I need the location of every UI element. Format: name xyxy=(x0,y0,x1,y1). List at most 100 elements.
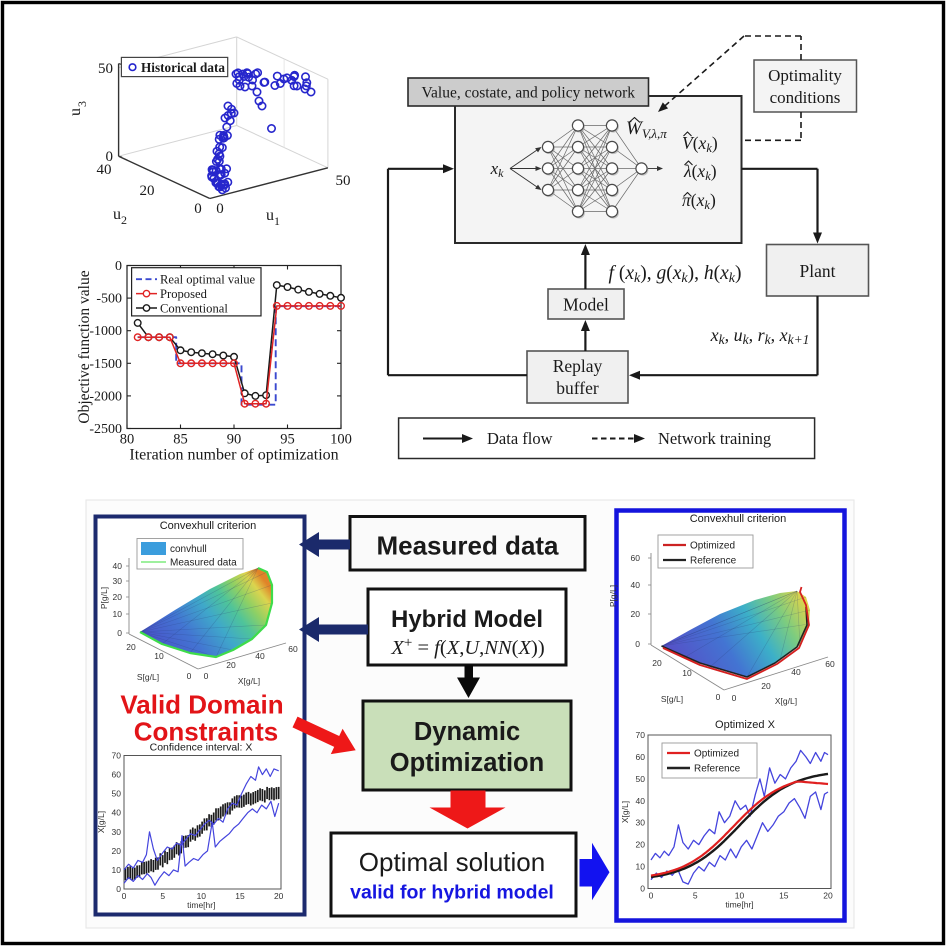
svg-text:60: 60 xyxy=(112,770,122,780)
svg-text:50: 50 xyxy=(112,789,122,799)
svg-text:X[g/L]: X[g/L] xyxy=(775,696,797,706)
svg-text:60: 60 xyxy=(288,644,298,654)
svg-text:60: 60 xyxy=(636,752,646,762)
svg-text:P[g/L]: P[g/L] xyxy=(99,587,109,609)
svg-text:Hybrid Model: Hybrid Model xyxy=(391,606,543,633)
svg-text:0: 0 xyxy=(194,201,202,217)
svg-text:0: 0 xyxy=(106,149,114,165)
svg-text:π(xk): π(xk) xyxy=(682,190,716,212)
svg-text:X[g/L]: X[g/L] xyxy=(238,676,260,686)
svg-text:5: 5 xyxy=(160,891,165,901)
svg-text:0: 0 xyxy=(635,639,640,649)
svg-text:Reference: Reference xyxy=(694,764,741,775)
svg-text:85: 85 xyxy=(173,432,188,448)
svg-text:0: 0 xyxy=(732,693,737,703)
svg-text:valid for hybrid model: valid for hybrid model xyxy=(350,882,554,904)
svg-text:-2000: -2000 xyxy=(89,389,122,404)
svg-text:buffer: buffer xyxy=(556,378,599,398)
svg-text:95: 95 xyxy=(280,432,295,448)
svg-text:50: 50 xyxy=(98,61,113,77)
svg-text:Objective function value: Objective function value xyxy=(76,270,93,423)
svg-text:40: 40 xyxy=(113,561,123,571)
svg-text:20: 20 xyxy=(636,840,646,850)
svg-text:50: 50 xyxy=(336,173,351,189)
svg-text:0: 0 xyxy=(716,692,721,702)
svg-text:xk, uk, rk, xk+1: xk, uk, rk, xk+1 xyxy=(710,325,810,347)
svg-text:Conventional: Conventional xyxy=(160,301,228,315)
svg-text:-1500: -1500 xyxy=(89,357,122,372)
svg-text:20: 20 xyxy=(113,592,123,602)
svg-text:S[g/L]: S[g/L] xyxy=(661,694,683,704)
svg-text:30: 30 xyxy=(113,576,123,586)
svg-text:u: u xyxy=(266,207,274,224)
svg-text:20: 20 xyxy=(112,846,122,856)
svg-text:70: 70 xyxy=(112,751,122,761)
svg-text:30: 30 xyxy=(112,827,122,837)
svg-text:time[hr]: time[hr] xyxy=(187,900,215,910)
svg-text:Network training: Network training xyxy=(658,429,771,448)
svg-text:Convexhull criterion: Convexhull criterion xyxy=(160,520,257,532)
svg-text:3: 3 xyxy=(75,101,89,107)
svg-text:-500: -500 xyxy=(96,292,122,307)
svg-text:0: 0 xyxy=(187,671,192,681)
svg-text:Optimization: Optimization xyxy=(390,749,544,777)
svg-text:P[g/L]: P[g/L] xyxy=(608,585,618,607)
svg-text:Optimal solution: Optimal solution xyxy=(359,847,545,877)
svg-text:80: 80 xyxy=(120,432,135,448)
svg-text:0: 0 xyxy=(116,884,121,894)
svg-text:20: 20 xyxy=(823,891,833,901)
svg-text:Measured data: Measured data xyxy=(376,531,559,561)
svg-text:S[g/L]: S[g/L] xyxy=(137,672,159,682)
svg-text:λ(xk): λ(xk) xyxy=(683,161,717,183)
svg-text:Convexhull criterion: Convexhull criterion xyxy=(690,513,787,525)
svg-text:15: 15 xyxy=(235,891,245,901)
svg-text:-1000: -1000 xyxy=(89,324,122,339)
svg-text:1: 1 xyxy=(274,214,280,228)
svg-text:Constraints: Constraints xyxy=(134,717,278,747)
svg-text:Measured data: Measured data xyxy=(170,558,237,569)
svg-text:70: 70 xyxy=(636,730,646,740)
svg-text:10: 10 xyxy=(636,862,646,872)
svg-text:40: 40 xyxy=(255,651,265,661)
svg-text:Proposed: Proposed xyxy=(160,287,208,301)
svg-text:WV,λ,π: WV,λ,π xyxy=(626,118,667,141)
svg-text:X[g/L]: X[g/L] xyxy=(620,801,630,823)
svg-text:40: 40 xyxy=(112,808,122,818)
svg-text:20: 20 xyxy=(226,660,236,670)
svg-text:0: 0 xyxy=(122,891,127,901)
svg-text:5: 5 xyxy=(693,891,698,901)
svg-text:Plant: Plant xyxy=(800,261,836,281)
svg-text:Iteration number of optimizati: Iteration number of optimization xyxy=(129,447,338,464)
svg-text:10: 10 xyxy=(113,609,123,619)
svg-text:X[g/L]: X[g/L] xyxy=(96,811,106,833)
svg-text:40: 40 xyxy=(97,162,112,178)
svg-text:V(xk): V(xk) xyxy=(682,133,718,155)
svg-text:20: 20 xyxy=(140,183,155,199)
svg-text:50: 50 xyxy=(636,774,646,784)
svg-text:20: 20 xyxy=(652,658,662,668)
svg-text:10: 10 xyxy=(154,651,164,661)
svg-text:Value, costate, and policy net: Value, costate, and policy network xyxy=(422,85,636,102)
svg-text:60: 60 xyxy=(631,553,641,563)
svg-text:time[hr]: time[hr] xyxy=(725,900,753,910)
svg-text:2: 2 xyxy=(121,213,127,227)
svg-text:15: 15 xyxy=(779,891,789,901)
svg-text:0: 0 xyxy=(204,671,209,681)
svg-text:Optimized: Optimized xyxy=(690,541,735,552)
svg-text:Dynamic: Dynamic xyxy=(414,718,520,746)
svg-text:0: 0 xyxy=(216,201,224,217)
svg-text:conditions: conditions xyxy=(770,88,841,107)
svg-text:10: 10 xyxy=(682,668,692,678)
svg-text:0: 0 xyxy=(640,884,645,894)
svg-text:10: 10 xyxy=(735,891,745,901)
svg-text:f (xk), g(xk), h(xk): f (xk), g(xk), h(xk) xyxy=(609,263,742,286)
svg-text:X+ = f(X,U,NN(X)): X+ = f(X,U,NN(X)) xyxy=(390,635,544,659)
svg-text:20: 20 xyxy=(126,642,136,652)
svg-text:100: 100 xyxy=(330,432,352,448)
svg-text:0: 0 xyxy=(115,259,122,274)
svg-text:Optimized X: Optimized X xyxy=(715,719,776,731)
svg-text:xk: xk xyxy=(490,159,505,180)
svg-text:convhull: convhull xyxy=(170,544,207,555)
svg-text:20: 20 xyxy=(761,681,771,691)
svg-text:40: 40 xyxy=(631,580,641,590)
